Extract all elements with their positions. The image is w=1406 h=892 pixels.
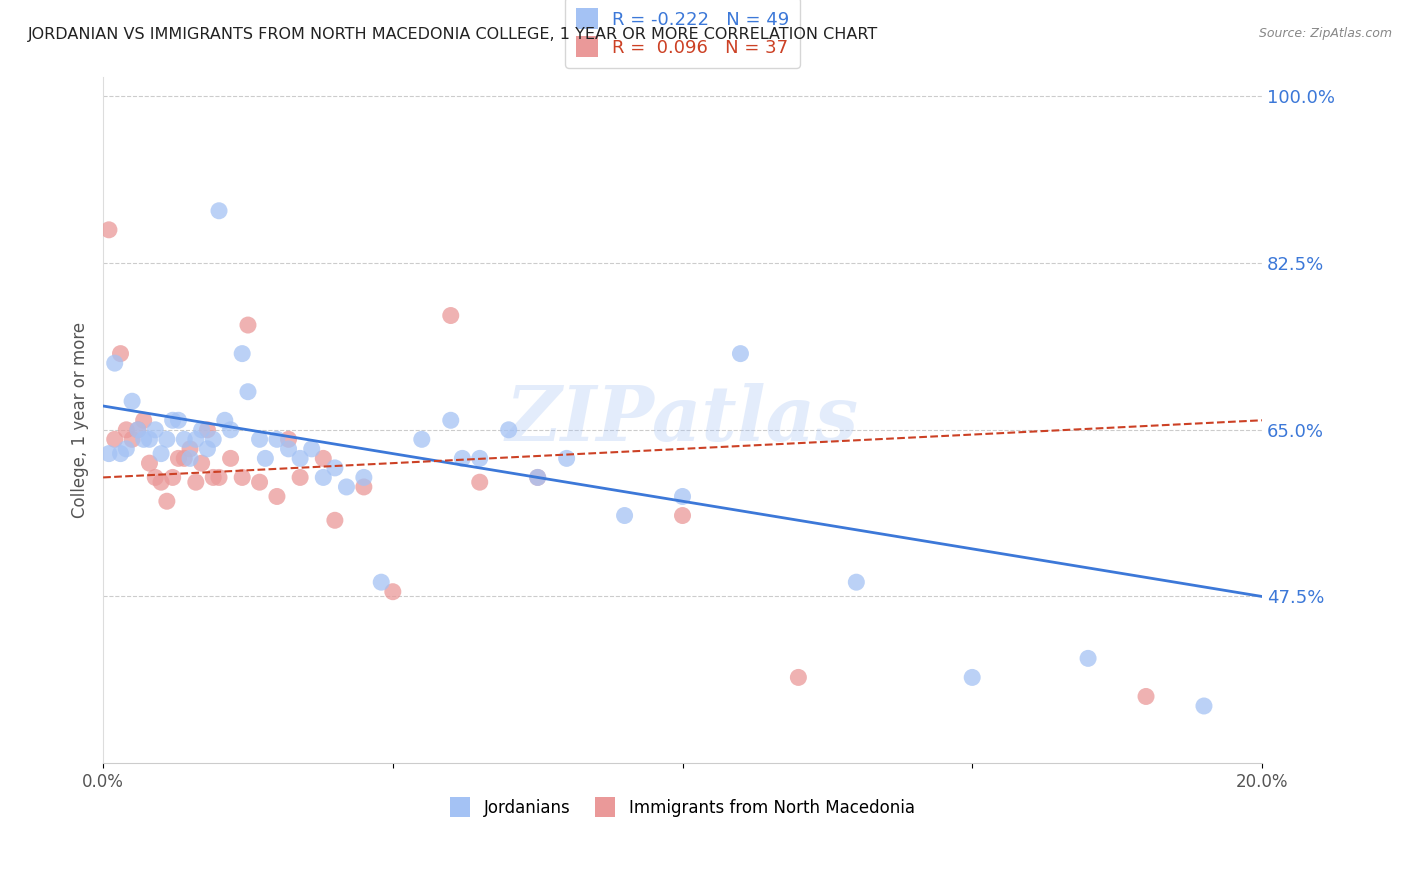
Point	[127, 423, 149, 437]
Point	[440, 309, 463, 323]
Legend: Jordanians, Immigrants from North Macedonia: Jordanians, Immigrants from North Macedo…	[444, 791, 921, 823]
Point	[353, 470, 375, 484]
Point	[208, 203, 231, 218]
Point	[115, 423, 138, 437]
Point	[671, 490, 693, 504]
Point	[179, 451, 201, 466]
Point	[266, 490, 288, 504]
Point	[150, 447, 173, 461]
Point	[179, 442, 201, 456]
Point	[219, 451, 242, 466]
Point	[1077, 651, 1099, 665]
Point	[143, 470, 166, 484]
Point	[266, 433, 288, 447]
Point	[115, 442, 138, 456]
Point	[97, 447, 120, 461]
Point	[451, 451, 474, 466]
Point	[173, 433, 195, 447]
Point	[236, 318, 259, 332]
Point	[156, 494, 179, 508]
Point	[132, 433, 155, 447]
Point	[671, 508, 693, 523]
Point	[190, 456, 212, 470]
Point	[110, 346, 132, 360]
Point	[353, 480, 375, 494]
Point	[162, 413, 184, 427]
Point	[312, 451, 335, 466]
Point	[138, 433, 160, 447]
Point	[104, 433, 127, 447]
Point	[249, 475, 271, 490]
Point	[121, 433, 143, 447]
Point	[162, 470, 184, 484]
Point	[150, 475, 173, 490]
Point	[411, 433, 433, 447]
Point	[156, 433, 179, 447]
Point	[526, 470, 548, 484]
Point	[1135, 690, 1157, 704]
Point	[301, 442, 323, 456]
Point	[184, 475, 207, 490]
Point	[121, 394, 143, 409]
Point	[184, 433, 207, 447]
Point	[167, 451, 190, 466]
Point	[97, 223, 120, 237]
Point	[127, 423, 149, 437]
Point	[277, 433, 299, 447]
Point	[143, 423, 166, 437]
Point	[555, 451, 578, 466]
Point	[231, 346, 253, 360]
Point	[381, 584, 404, 599]
Point	[440, 413, 463, 427]
Point	[312, 470, 335, 484]
Point	[613, 508, 636, 523]
Point	[104, 356, 127, 370]
Point	[231, 470, 253, 484]
Point	[214, 413, 236, 427]
Point	[277, 442, 299, 456]
Point	[208, 470, 231, 484]
Point	[787, 670, 810, 684]
Point	[335, 480, 357, 494]
Point	[323, 513, 346, 527]
Point	[219, 423, 242, 437]
Point	[202, 433, 225, 447]
Point	[190, 423, 212, 437]
Text: JORDANIAN VS IMMIGRANTS FROM NORTH MACEDONIA COLLEGE, 1 YEAR OR MORE CORRELATION: JORDANIAN VS IMMIGRANTS FROM NORTH MACED…	[28, 27, 879, 42]
Point	[370, 575, 392, 590]
Point	[498, 423, 520, 437]
Point	[202, 470, 225, 484]
Point	[173, 451, 195, 466]
Point	[254, 451, 277, 466]
Point	[110, 447, 132, 461]
Text: Source: ZipAtlas.com: Source: ZipAtlas.com	[1258, 27, 1392, 40]
Point	[236, 384, 259, 399]
Point	[138, 456, 160, 470]
Point	[845, 575, 868, 590]
Point	[960, 670, 983, 684]
Point	[249, 433, 271, 447]
Point	[1192, 698, 1215, 713]
Point	[468, 475, 491, 490]
Point	[132, 413, 155, 427]
Text: ZIPatlas: ZIPatlas	[506, 384, 859, 458]
Point	[197, 442, 219, 456]
Point	[730, 346, 752, 360]
Point	[288, 470, 311, 484]
Point	[197, 423, 219, 437]
Point	[468, 451, 491, 466]
Point	[323, 461, 346, 475]
Point	[167, 413, 190, 427]
Point	[526, 470, 548, 484]
Point	[288, 451, 311, 466]
Y-axis label: College, 1 year or more: College, 1 year or more	[72, 322, 89, 518]
